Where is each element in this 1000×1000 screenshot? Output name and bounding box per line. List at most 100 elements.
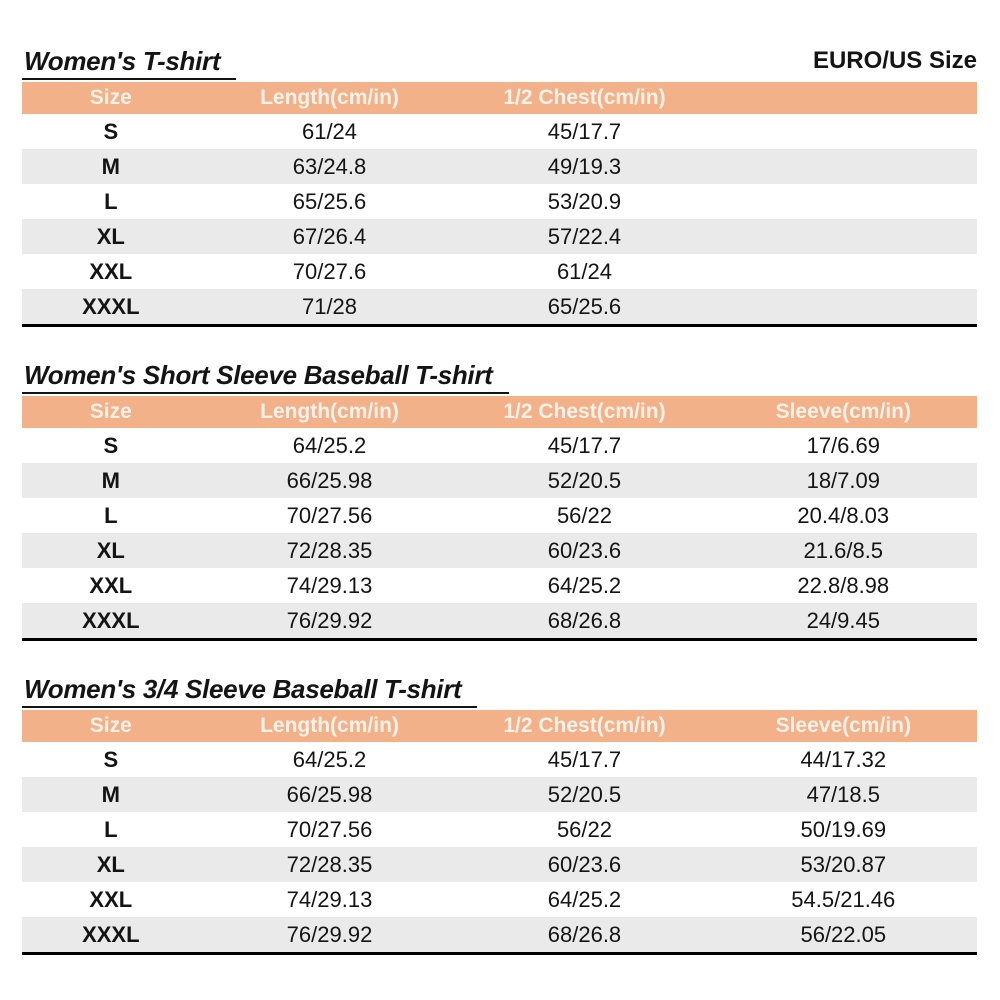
measurement-cell-sleeve [710, 114, 977, 149]
measurement-cell-chest: 61/24 [556, 258, 612, 284]
column-header-chest: 1/2 Chest(cm/in) [459, 396, 710, 428]
column-header-length: Length(cm/in) [199, 396, 460, 428]
measurement-cell-sleeve: 17/6.69 [806, 432, 880, 458]
measurement-cell-sleeve: 50/19.69 [800, 816, 887, 842]
measurement-cell-sleeve: 22.8/8.98 [797, 572, 890, 598]
size-cell: L [104, 502, 118, 528]
size-cell: XXL [89, 258, 133, 284]
column-header-size: Size [22, 710, 200, 742]
measurement-cell-sleeve [710, 289, 977, 326]
size-cell: M [101, 781, 120, 807]
measurement-cell-sleeve: 56/22.05 [800, 921, 887, 947]
measurement-cell-sleeve [710, 219, 977, 254]
measurement-cell-length: 64/25.2 [292, 432, 367, 458]
size-table: Size Length(cm/in) 1/2 Chest(cm/in) S 61/24… [22, 82, 977, 327]
table-row: S 61/24 45/17.7 [22, 114, 977, 149]
measurement-cell-sleeve: 47/18.5 [806, 781, 880, 807]
measurement-cell-chest: 52/20.5 [547, 467, 622, 493]
measurement-cell-length: 72/28.35 [286, 851, 373, 877]
size-cell: L [104, 816, 118, 842]
table-row: L 70/27.56 56/22 50/19.69 [22, 812, 977, 847]
measurement-cell-length: 76/29.92 [286, 607, 373, 633]
size-cell: XL [96, 537, 125, 563]
size-cell: XXL [89, 886, 133, 912]
measurement-cell-length: 71/28 [301, 293, 358, 319]
column-header-size: Size [22, 396, 200, 428]
column-header-chest: 1/2 Chest(cm/in) [459, 710, 710, 742]
measurement-cell-chest: 64/25.2 [547, 886, 622, 912]
measurement-cell-length: 72/28.35 [286, 537, 373, 563]
table-row: XXL 74/29.13 64/25.2 54.5/21.46 [22, 882, 977, 917]
table-title: Women's T-shirt [22, 46, 237, 80]
table-row: L 65/25.6 53/20.9 [22, 184, 977, 219]
measurement-cell-sleeve [710, 254, 977, 289]
measurement-cell-sleeve: 53/20.87 [800, 851, 887, 877]
table-row: XXXL 76/29.92 68/26.8 56/22.05 [22, 917, 977, 954]
table-title: Women's 3/4 Sleeve Baseball T-shirt [22, 674, 478, 708]
measurement-cell-chest: 53/20.9 [547, 188, 622, 214]
measurement-cell-chest: 65/25.6 [547, 293, 622, 319]
measurement-cell-chest: 64/25.2 [547, 572, 622, 598]
header-row: Size Length(cm/in) 1/2 Chest(cm/in) [22, 82, 977, 114]
size-table: Size Length(cm/in) 1/2 Chest(cm/in) Sleeve(… [22, 396, 977, 641]
measurement-cell-chest: 49/19.3 [547, 153, 622, 179]
measurement-cell-chest: 52/20.5 [547, 781, 622, 807]
measurement-cell-length: 63/24.8 [292, 153, 367, 179]
measurement-cell-chest: 68/26.8 [547, 607, 622, 633]
table-row: XXL 74/29.13 64/25.2 22.8/8.98 [22, 568, 977, 603]
column-header-length: Length(cm/in) [199, 82, 460, 114]
measurement-cell-length: 70/27.56 [286, 816, 373, 842]
measurement-cell-sleeve: 54.5/21.46 [791, 886, 896, 912]
table-row: L 70/27.56 56/22 20.4/8.03 [22, 498, 977, 533]
title-row: Women's Short Sleeve Baseball T-shirt [22, 360, 977, 394]
table-row: M 63/24.8 49/19.3 [22, 149, 977, 184]
measurement-cell-chest: 56/22 [556, 502, 612, 528]
size-table: Size Length(cm/in) 1/2 Chest(cm/in) Sleeve(… [22, 710, 977, 955]
measurement-cell-length: 70/27.6 [292, 258, 367, 284]
size-table-section-three-quarter-sleeve-baseball: Women's 3/4 Sleeve Baseball T-shirt Size… [22, 674, 977, 955]
measurement-cell-length: 76/29.92 [286, 921, 373, 947]
table-row: M 66/25.98 52/20.5 18/7.09 [22, 463, 977, 498]
measurement-cell-chest: 57/22.4 [547, 223, 622, 249]
measurement-cell-length: 66/25.98 [286, 467, 373, 493]
title-row: Women's T-shirt EURO/US Size [22, 46, 977, 80]
measurement-cell-sleeve: 24/9.45 [806, 607, 880, 633]
table-row: XXXL 76/29.92 68/26.8 24/9.45 [22, 603, 977, 640]
size-standard-label: EURO/US Size [812, 47, 977, 74]
size-cell: XL [96, 851, 125, 877]
size-cell: M [101, 153, 120, 179]
header-row: Size Length(cm/in) 1/2 Chest(cm/in) Sleeve(… [22, 710, 977, 742]
measurement-cell-sleeve: 21.6/8.5 [803, 537, 884, 563]
column-header-sleeve: Sleeve(cm/in) [709, 396, 977, 428]
table-row: XL 67/26.4 57/22.4 [22, 219, 977, 254]
size-cell: S [103, 432, 119, 458]
size-cell: S [103, 746, 119, 772]
measurement-cell-chest: 45/17.7 [547, 432, 622, 458]
table-title: Women's Short Sleeve Baseball T-shirt [22, 360, 509, 394]
size-cell: XL [96, 223, 125, 249]
title-row: Women's 3/4 Sleeve Baseball T-shirt [22, 674, 977, 708]
measurement-cell-chest: 45/17.7 [547, 746, 622, 772]
size-cell: XXXL [82, 607, 140, 633]
size-cell: XXL [89, 572, 133, 598]
size-table-section-short-sleeve-baseball: Women's Short Sleeve Baseball T-shirt Si… [22, 360, 977, 641]
column-header-sleeve: Sleeve(cm/in) [709, 710, 977, 742]
measurement-cell-sleeve [710, 184, 977, 219]
table-row: XL 72/28.35 60/23.6 21.6/8.5 [22, 533, 977, 568]
measurement-cell-length: 74/29.13 [286, 572, 373, 598]
measurement-cell-chest: 45/17.7 [547, 118, 622, 144]
measurement-cell-length: 61/24 [301, 118, 358, 144]
measurement-cell-length: 64/25.2 [292, 746, 367, 772]
measurement-cell-sleeve: 44/17.32 [800, 746, 887, 772]
header-row: Size Length(cm/in) 1/2 Chest(cm/in) Sleeve(… [22, 396, 977, 428]
measurement-cell-length: 67/26.4 [292, 223, 367, 249]
column-header-sleeve [709, 82, 977, 114]
table-row: XXL 70/27.6 61/24 [22, 254, 977, 289]
measurement-cell-chest: 56/22 [556, 816, 612, 842]
table-row: XXXL 71/28 65/25.6 [22, 289, 977, 326]
size-cell: L [104, 188, 118, 214]
measurement-cell-length: 74/29.13 [286, 886, 373, 912]
measurement-cell-chest: 60/23.6 [547, 851, 622, 877]
column-header-length: Length(cm/in) [199, 710, 460, 742]
